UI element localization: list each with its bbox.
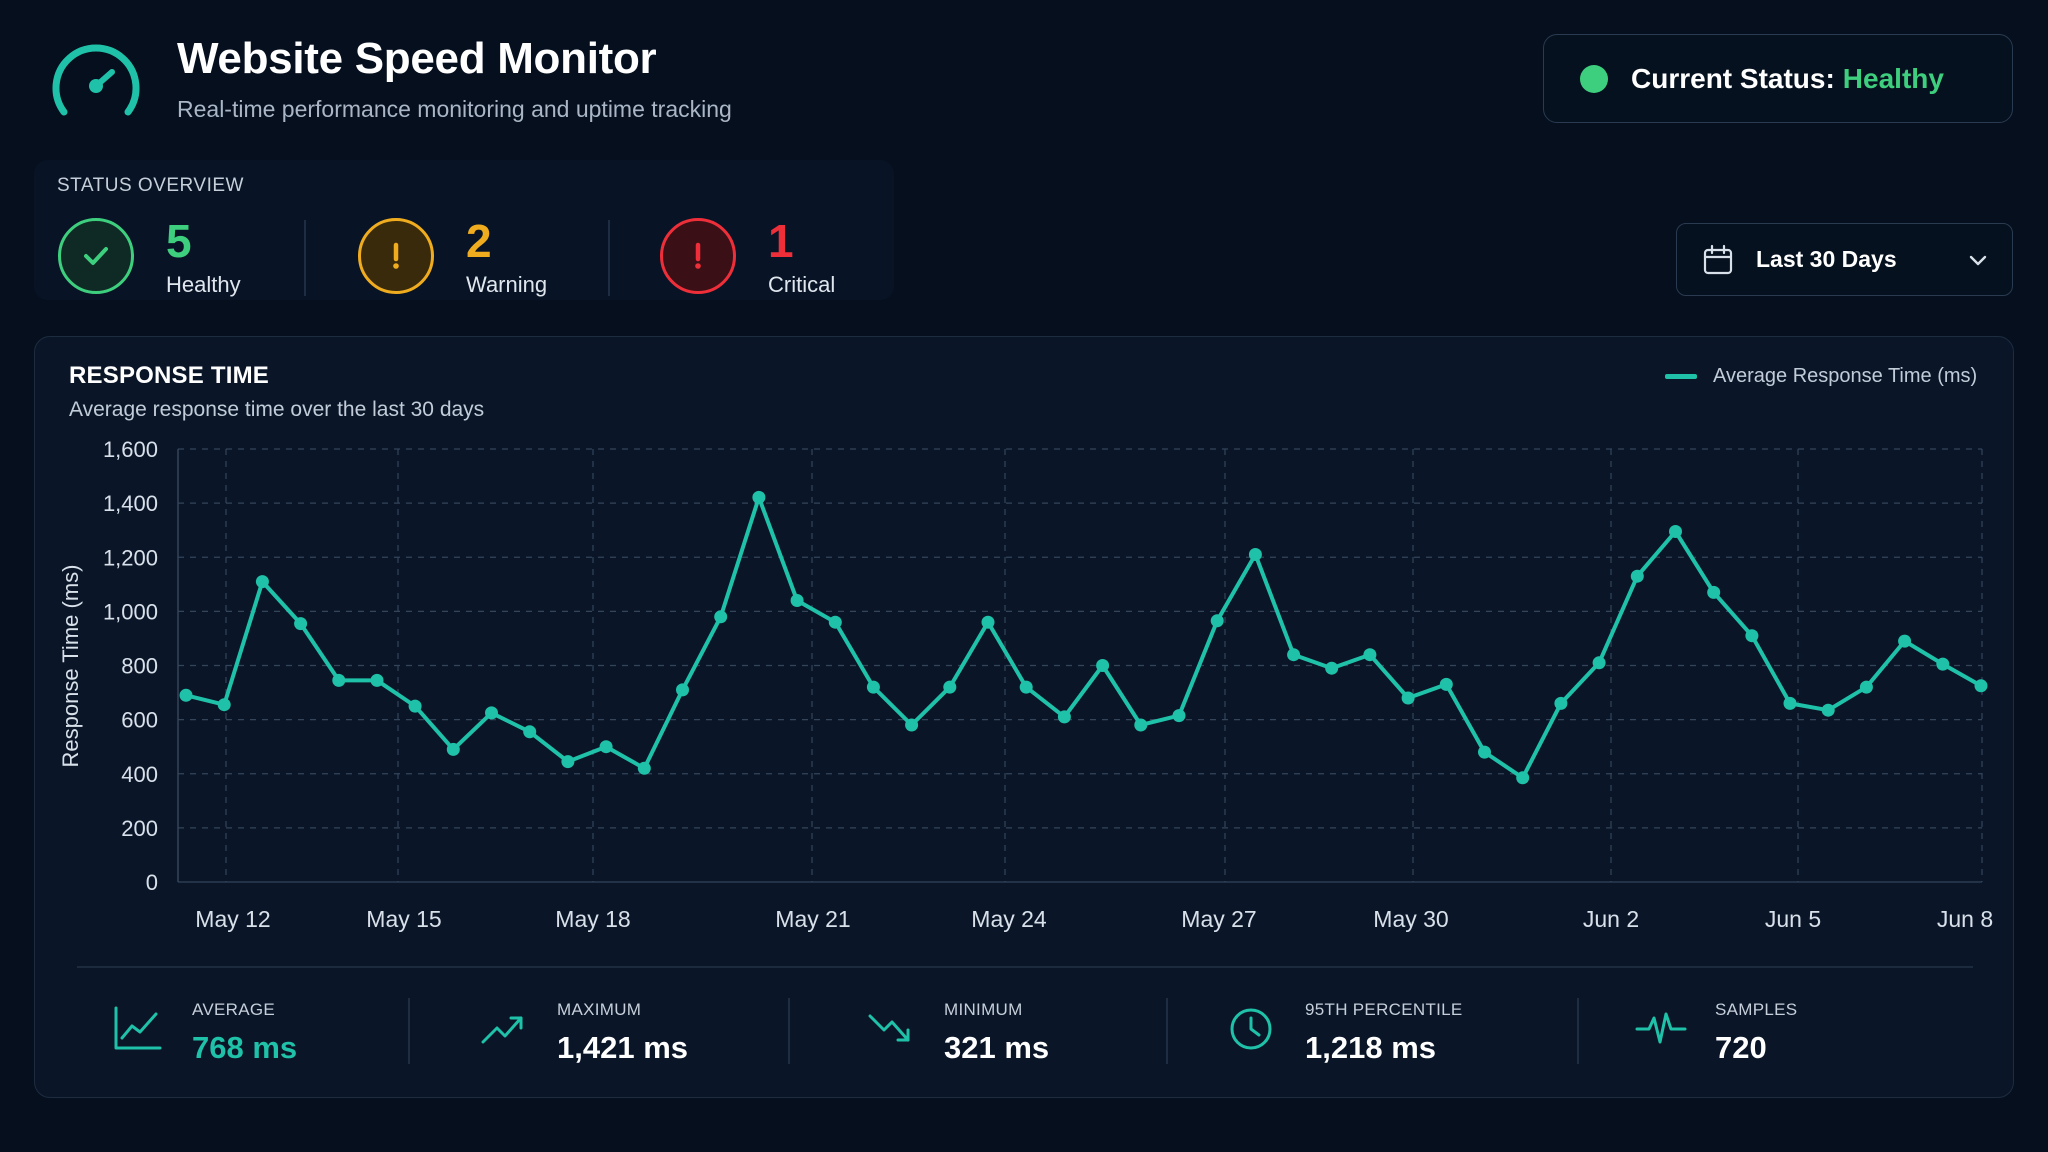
stats-divider (77, 966, 1973, 968)
legend-swatch (1665, 374, 1697, 379)
pulse-icon (1635, 1012, 1687, 1044)
overview-divider (608, 220, 610, 296)
page-title: Website Speed Monitor (177, 34, 657, 83)
current-status-card: Current Status: Healthy (1543, 34, 2013, 123)
stat-percentile-value: 1,218 ms (1305, 1030, 1436, 1065)
stat-average-label: AVERAGE (192, 1000, 276, 1019)
exclamation-icon (660, 218, 736, 294)
current-status-label: Current Status: (1631, 62, 1835, 94)
stat-minimum-value: 321 ms (944, 1030, 1050, 1065)
overview-warning[interactable]: 2 Warning (358, 215, 578, 297)
stat-maximum: MAXIMUM 1,421 ms (477, 990, 757, 1070)
warning-count: 2 (466, 215, 492, 267)
current-status-value: Healthy (1842, 62, 1944, 94)
panel-title: RESPONSE TIME (69, 362, 269, 389)
date-range-value: Last 30 Days (1756, 246, 1897, 272)
page-subtitle: Real-time performance monitoring and upt… (177, 96, 732, 122)
panel-subtitle: Average response time over the last 30 d… (69, 398, 485, 421)
speedometer-icon (50, 40, 142, 120)
status-overview (34, 160, 894, 300)
trending-up-icon (481, 1016, 523, 1044)
stat-maximum-value: 1,421 ms (557, 1030, 688, 1065)
status-overview-label: STATUS OVERVIEW (57, 175, 244, 196)
legend-label: Average Response Time (ms) (1713, 365, 1978, 387)
status-dot-icon (1580, 64, 1608, 93)
stat-average-value: 768 ms (192, 1030, 298, 1065)
stat-samples-value: 720 (1715, 1030, 1767, 1065)
stat-samples-label: SAMPLES (1715, 1000, 1798, 1019)
date-range-select[interactable]: Last 30 Days (1676, 223, 2013, 296)
overview-critical[interactable]: 1 Critical (660, 215, 880, 297)
clock-icon (1230, 1008, 1272, 1050)
chart-legend: Average Response Time (ms) (1665, 365, 1977, 388)
stat-percentile-label: 95TH PERCENTILE (1305, 1000, 1463, 1019)
stat-maximum-label: MAXIMUM (557, 1000, 642, 1019)
stat-divider (1166, 998, 1168, 1064)
current-status-text: Current Status: Healthy (1631, 63, 1944, 95)
exclamation-icon (358, 218, 434, 294)
calendar-icon (1703, 244, 1733, 274)
stat-divider (1577, 998, 1579, 1064)
overview-healthy[interactable]: 5 Healthy (58, 215, 258, 297)
warning-label: Warning (466, 272, 548, 297)
chevron-down-icon (1969, 255, 1987, 266)
stat-average: AVERAGE 768 ms (112, 990, 372, 1070)
overview-divider (304, 220, 306, 296)
line-chart-icon (114, 1006, 162, 1050)
stat-divider (788, 998, 790, 1064)
stat-minimum-label: MINIMUM (944, 1000, 1023, 1019)
stat-minimum: MINIMUM 321 ms (864, 990, 1124, 1070)
critical-count: 1 (768, 215, 794, 267)
check-icon (58, 218, 134, 294)
response-time-panel (34, 336, 2014, 1098)
trending-down-icon (868, 1014, 910, 1042)
stat-percentile: 95TH PERCENTILE 1,218 ms (1225, 990, 1525, 1070)
healthy-count: 5 (166, 215, 192, 267)
stat-divider (408, 998, 410, 1064)
healthy-label: Healthy (166, 272, 241, 297)
stat-samples: SAMPLES 720 (1635, 990, 1895, 1070)
critical-label: Critical (768, 272, 836, 297)
